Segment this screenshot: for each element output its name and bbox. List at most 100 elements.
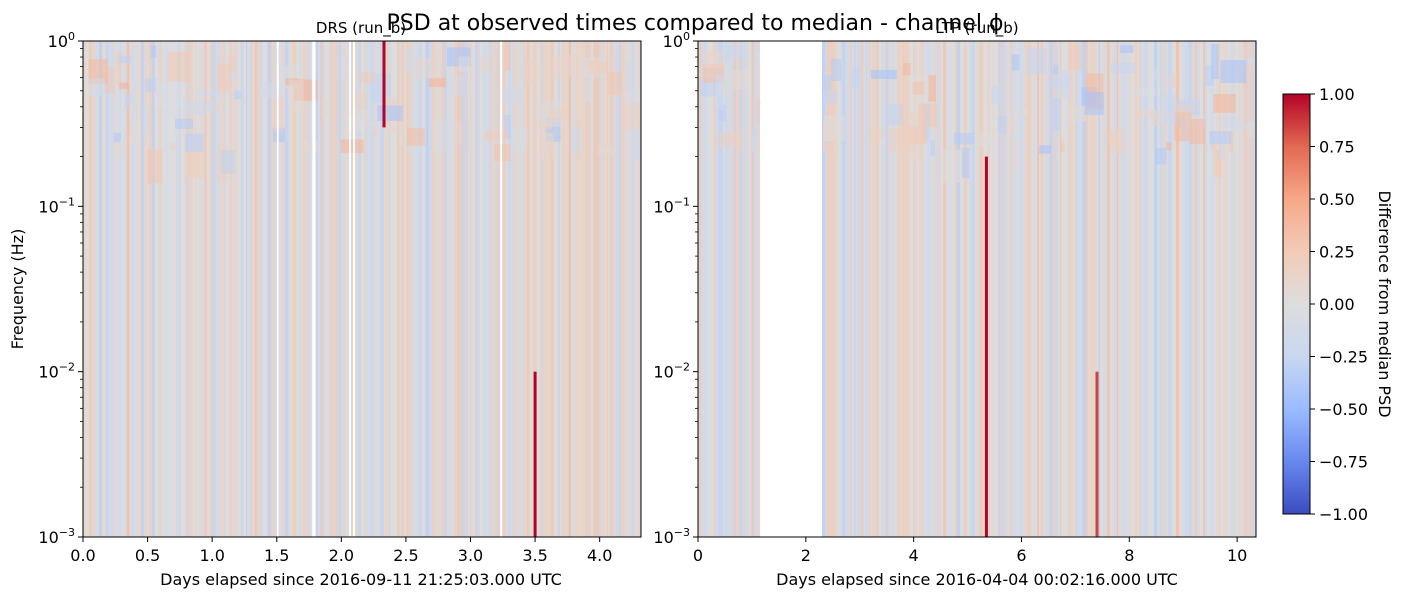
- heatmap-cell: [725, 41, 727, 537]
- heatmap-cell: [1245, 41, 1248, 537]
- heatmap-cell: [215, 41, 217, 537]
- heatmap-cell: [373, 41, 375, 537]
- heatmap-cell: [1066, 105, 1086, 122]
- heatmap-cell: [406, 139, 413, 154]
- heatmap-cell: [291, 41, 294, 537]
- heatmap-cell: [475, 41, 479, 537]
- heatmap-cell: [444, 41, 447, 537]
- heatmap-cell: [468, 41, 469, 537]
- heatmap-cell: [631, 87, 641, 102]
- heatmap-cell: [315, 41, 319, 537]
- heatmap-cell: [1141, 41, 1143, 537]
- heatmap-cell: [1121, 41, 1125, 537]
- heatmap-cell: [498, 41, 500, 537]
- heatmap-cell: [981, 41, 984, 537]
- heatmap-cell: [1026, 48, 1047, 75]
- heatmap-cell: [948, 41, 952, 537]
- heatmap-cell: [1234, 41, 1237, 537]
- heatmap-cell: [389, 41, 391, 537]
- heatmap-cell: [333, 41, 336, 537]
- heatmap-cell: [348, 115, 365, 132]
- x-tick-label: 3.0: [458, 546, 483, 565]
- heatmap-cell: [895, 41, 896, 537]
- heatmap-cell: [1213, 149, 1222, 177]
- heatmap-cell: [625, 62, 632, 95]
- heatmap-cell: [721, 41, 723, 537]
- heatmap-cell: [972, 41, 975, 537]
- heatmap-cell: [342, 41, 344, 537]
- heatmap-cell: [1014, 41, 1018, 537]
- heatmap-cell: [587, 41, 591, 537]
- heatmap-cell: [370, 41, 374, 537]
- heatmap-cell: [1027, 41, 1031, 537]
- heatmap-cell: [403, 41, 405, 537]
- heatmap-cell: [577, 41, 581, 537]
- heatmap-cell: [699, 78, 719, 97]
- heatmap-cell: [1174, 112, 1192, 142]
- heatmap-cell: [371, 73, 391, 104]
- heatmap-cell: [307, 41, 310, 537]
- heatmap-cell: [631, 41, 635, 537]
- heatmap-cell: [471, 41, 473, 537]
- heatmap-cell: [1213, 94, 1236, 113]
- heatmap-cell: [718, 62, 731, 96]
- heatmap-cell: [555, 54, 575, 78]
- heatmap-cell: [257, 41, 260, 537]
- heatmap-cell: [876, 41, 878, 537]
- heatmap-cell: [502, 41, 505, 537]
- heatmap-cell: [1109, 41, 1113, 537]
- heatmap-cell: [757, 41, 761, 537]
- heatmap-cell: [104, 66, 115, 94]
- heatmap-cell: [534, 41, 537, 537]
- heatmap-cell: [622, 103, 641, 130]
- colorbar-gradient: [1282, 93, 1311, 515]
- heatmap-cell: [376, 41, 380, 537]
- heatmap-cell: [1046, 41, 1049, 537]
- heatmap-cell: [640, 50, 641, 79]
- heatmap-cell: [1163, 94, 1177, 124]
- heatmap-cell: [1209, 41, 1211, 537]
- heatmap-cell: [523, 59, 538, 85]
- heatmap-cell: [187, 41, 190, 537]
- heatmap-cell: [1203, 41, 1206, 537]
- heatmap-cell: [852, 67, 861, 88]
- heatmap-cell: [865, 41, 867, 537]
- heatmap-cell: [353, 41, 357, 537]
- heatmap-cell: [1139, 41, 1142, 537]
- heatmap-cell: [521, 41, 523, 537]
- heatmap-cell: [1159, 41, 1163, 537]
- heatmap-cell: [220, 41, 223, 537]
- heatmap-cell: [351, 91, 366, 110]
- heatmap-cell: [997, 116, 1007, 134]
- heatmap-cell: [288, 41, 290, 537]
- heatmap-cell: [1204, 65, 1214, 86]
- heatmap-cell: [704, 41, 707, 537]
- heatmap-cell: [629, 41, 632, 537]
- heatmap-cell: [531, 41, 534, 537]
- x-tick-label: 4: [909, 546, 919, 565]
- heatmap-cell: [1016, 109, 1028, 116]
- heatmap-cell: [1080, 41, 1083, 537]
- heatmap-cell: [722, 41, 725, 537]
- heatmap-cell: [1127, 41, 1129, 537]
- heatmap-cell: [902, 41, 904, 537]
- panel-ltp-x-label: Days elapsed since 2016-04-04 00:02:16.0…: [776, 570, 1178, 589]
- heatmap-cell: [961, 147, 970, 178]
- heatmap-cell: [1191, 41, 1193, 537]
- heatmap-cell: [335, 41, 338, 537]
- heatmap-cell: [419, 41, 423, 537]
- heatmap-cell: [533, 41, 534, 537]
- feature-streak: [984, 156, 988, 537]
- heatmap-cell: [1003, 41, 1006, 537]
- heatmap-cell: [869, 41, 871, 537]
- heatmap-cell: [303, 140, 319, 153]
- x-tick-label: 6: [1016, 546, 1026, 565]
- heatmap-cell: [328, 41, 331, 537]
- heatmap-cell: [1091, 41, 1094, 537]
- heatmap-cell: [440, 41, 442, 537]
- heatmap-cell: [889, 41, 893, 537]
- colorbar-tick-label: 0.75: [1319, 138, 1355, 157]
- colorbar-tick-label: −0.75: [1319, 453, 1368, 472]
- heatmap-cell: [206, 99, 214, 113]
- heatmap-cell: [637, 41, 640, 537]
